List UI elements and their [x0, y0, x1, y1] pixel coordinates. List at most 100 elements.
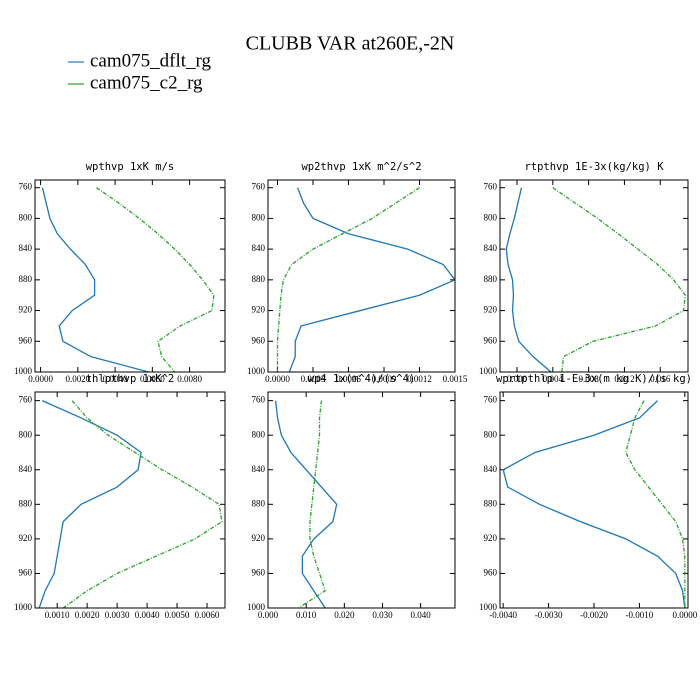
- y-tick-label: 1000: [479, 602, 498, 612]
- plot-frame: [267, 391, 456, 609]
- panel-title: rtpthvp 1E-3x(kg/kg) K: [524, 161, 664, 173]
- y-tick-label: 1000: [247, 366, 266, 376]
- x-tick-label: -0.0030: [535, 610, 563, 620]
- y-tick-label: 1000: [479, 366, 498, 376]
- y-tick-label: 920: [19, 533, 33, 543]
- x-tick-label: 0.0000: [672, 610, 697, 620]
- x-tick-label: -0.0020: [580, 610, 608, 620]
- y-tick-label: 960: [19, 568, 33, 578]
- y-tick-label: 760: [252, 395, 266, 405]
- profile-line: [505, 187, 552, 372]
- y-tick-label: 840: [484, 464, 498, 474]
- x-tick-label: 0.0030: [105, 610, 130, 620]
- x-tick-label: 0.0020: [65, 374, 90, 384]
- y-tick-label: 960: [252, 335, 266, 345]
- y-tick-label: 880: [252, 498, 266, 508]
- y-tick-label: 760: [484, 395, 498, 405]
- x-tick-label: 0.0040: [135, 610, 160, 620]
- profile-line: [62, 400, 223, 608]
- y-tick-label: 960: [19, 335, 33, 345]
- y-tick-label: 800: [19, 212, 33, 222]
- x-tick-label: 0.0000: [265, 374, 290, 384]
- y-tick-label: 920: [252, 305, 266, 315]
- y-tick-label: 840: [19, 464, 33, 474]
- x-tick-label: 0.020: [334, 610, 355, 620]
- x-tick-label: 0.0080: [177, 374, 202, 384]
- x-tick-label: -0.0010: [626, 610, 654, 620]
- profile-line: [38, 400, 142, 608]
- y-tick-label: 880: [484, 274, 498, 284]
- y-tick-label: 880: [19, 274, 33, 284]
- y-tick-label: 920: [484, 305, 498, 315]
- profile-line: [41, 187, 149, 372]
- y-tick-label: 1000: [247, 602, 266, 612]
- y-tick-label: 760: [252, 182, 266, 192]
- y-tick-label: 920: [484, 533, 498, 543]
- x-tick-label: 0.010: [296, 610, 317, 620]
- y-tick-label: 800: [484, 429, 498, 439]
- y-tick-label: 800: [252, 429, 266, 439]
- plot-frame: [499, 391, 689, 609]
- legend-label: cam075_c2_rg: [90, 72, 203, 93]
- x-tick-label: 0.016: [650, 374, 671, 384]
- panel-title: wprtpthlp 1-E-3x(m kg K)/(s kg): [496, 373, 692, 385]
- y-tick-label: 840: [252, 243, 266, 253]
- x-tick-label: 0.040: [411, 610, 432, 620]
- figure-title: CLUBB VAR at260E,-2N: [246, 33, 455, 55]
- y-tick-label: 800: [252, 212, 266, 222]
- plot-frame: [34, 391, 226, 609]
- profile-line: [276, 187, 420, 372]
- profile-line: [502, 400, 686, 608]
- panel-title: thlpthvp 1xK^2: [86, 373, 175, 385]
- x-tick-label: 0.0012: [407, 374, 432, 384]
- y-tick-label: 960: [252, 568, 266, 578]
- x-tick-label: 0.0040: [103, 374, 128, 384]
- panel-title: wp4 1x(m^4)/(s^4): [308, 373, 415, 385]
- x-tick-label: 0.0015: [443, 374, 468, 384]
- x-tick-label: -0.0040: [489, 610, 517, 620]
- x-tick-label: 0.000: [258, 610, 279, 620]
- legend-label: cam075_dflt_rg: [90, 50, 212, 71]
- panel-title: wpthvp 1xK m/s: [86, 161, 175, 173]
- x-tick-label: 0.0009: [372, 374, 397, 384]
- profile-line: [625, 400, 686, 608]
- x-tick-label: 0.0010: [45, 610, 70, 620]
- y-tick-label: 800: [19, 429, 33, 439]
- y-tick-label: 880: [252, 274, 266, 284]
- y-tick-label: 760: [19, 395, 33, 405]
- x-tick-label: 0.0003: [301, 374, 326, 384]
- profile-line: [552, 187, 686, 372]
- y-tick-label: 1000: [14, 366, 33, 376]
- profile-line: [288, 187, 455, 372]
- y-tick-label: 840: [252, 464, 266, 474]
- y-tick-label: 880: [19, 498, 33, 508]
- plot-frame: [34, 179, 226, 373]
- x-tick-label: 0.0020: [75, 610, 100, 620]
- profile-line: [298, 400, 327, 608]
- x-tick-label: 0.004: [543, 374, 564, 384]
- x-tick-label: 0.012: [614, 374, 634, 384]
- x-tick-label: 0.0000: [28, 374, 53, 384]
- profile-line: [96, 187, 215, 372]
- x-tick-label: 0.000: [507, 374, 528, 384]
- profile-line: [274, 400, 338, 608]
- x-tick-label: 0.008: [579, 374, 600, 384]
- y-tick-label: 840: [484, 243, 498, 253]
- x-tick-label: 0.0006: [336, 374, 361, 384]
- y-tick-label: 760: [19, 182, 33, 192]
- x-tick-label: 0.0060: [195, 610, 220, 620]
- y-tick-label: 880: [484, 498, 498, 508]
- x-tick-label: 0.030: [372, 610, 393, 620]
- x-tick-label: 0.0050: [165, 610, 190, 620]
- y-tick-label: 960: [484, 568, 498, 578]
- y-tick-label: 840: [19, 243, 33, 253]
- y-tick-label: 920: [19, 305, 33, 315]
- y-tick-label: 960: [484, 335, 498, 345]
- x-tick-label: 0.0060: [140, 374, 165, 384]
- plot-frame: [267, 179, 456, 373]
- y-tick-label: 800: [484, 212, 498, 222]
- y-tick-label: 1000: [14, 602, 33, 612]
- y-tick-label: 760: [484, 182, 498, 192]
- panel-title: wp2thvp 1xK m^2/s^2: [301, 161, 421, 173]
